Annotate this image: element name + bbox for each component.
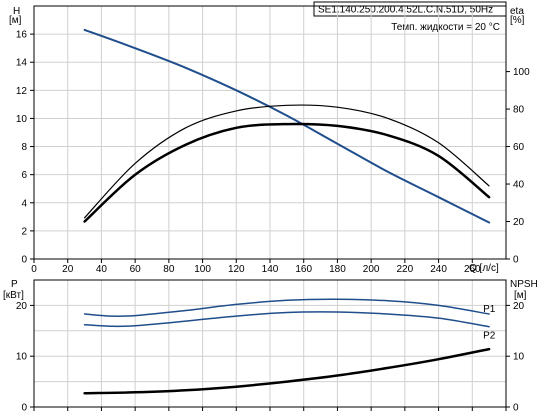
series-label: P2 (483, 331, 496, 342)
left-tick-label: 4 (21, 198, 27, 209)
series-label: P1 (483, 304, 496, 315)
x-axis-label: Q [л/с] (469, 263, 499, 274)
right-tick-label: 10 (513, 352, 525, 363)
bottom-right-axis-title: NPSH (510, 279, 538, 290)
x-tick-label: 220 (397, 264, 414, 275)
x-tick-label: 200 (363, 264, 380, 275)
top-right-axis-unit: [%] (510, 15, 525, 26)
power-npsh-plot: 0 10 20 0 10 20 P1 P2 (16, 279, 525, 414)
series-line-1-2 (83, 347, 491, 395)
left-tick-label: 2 (21, 226, 27, 237)
x-tick-label: 0 (31, 264, 37, 275)
chart-title: SE1.140.250.200.4.52L.C.N.51D, 50Hz (318, 5, 493, 16)
x-tick-label: 240 (430, 264, 447, 275)
series-line-1-1 (83, 311, 490, 328)
left-tick-label: 20 (16, 301, 28, 312)
right-tick-label: 0 (513, 403, 519, 414)
x-tick-label: 260 (464, 264, 481, 275)
series-line-1-0 (83, 298, 490, 318)
left-tick-label: 10 (16, 352, 28, 363)
top-left-axis-title: H (13, 6, 20, 17)
left-tick-label: 12 (16, 86, 28, 97)
top-left-axis-unit: [м] (9, 15, 22, 26)
x-tick-label: 100 (194, 264, 211, 275)
bottom-left-axis-title: P (11, 279, 18, 290)
x-tick-label: 180 (329, 264, 346, 275)
left-tick-label: 6 (21, 170, 27, 181)
top-right-axis-title: eta (510, 6, 524, 17)
right-tick-label: 20 (513, 301, 525, 312)
bottom-right-axis-unit: [м] (514, 290, 527, 301)
right-tick-label: 0 (513, 255, 519, 266)
series-line-0-0 (83, 28, 491, 224)
left-tick-label: 0 (21, 255, 27, 266)
x-tick-label: 80 (163, 264, 175, 275)
left-tick-label: 0 (21, 403, 27, 414)
x-tick-label: 40 (96, 264, 108, 275)
left-tick-label: 8 (21, 142, 27, 153)
temperature-annotation: Темп. жидкости = 20 °C (391, 22, 500, 33)
left-tick-label: 14 (16, 58, 28, 69)
x-tick-label: 140 (262, 264, 279, 275)
series-line-0-2 (83, 122, 491, 223)
right-tick-label: 20 (513, 217, 525, 228)
x-tick-label: 20 (62, 264, 74, 275)
x-tick-label: 160 (295, 264, 312, 275)
x-tick-label: 60 (130, 264, 142, 275)
right-tick-label: 80 (513, 105, 525, 116)
left-tick-label: 16 (16, 30, 28, 41)
x-tick-label: 120 (228, 264, 245, 275)
right-tick-label: 40 (513, 180, 525, 191)
left-tick-label: 10 (16, 114, 28, 125)
bottom-left-axis-unit: [кВт] (3, 290, 24, 301)
series-line-0-1 (84, 104, 490, 219)
right-tick-label: 60 (513, 142, 525, 153)
right-tick-label: 100 (513, 67, 530, 78)
